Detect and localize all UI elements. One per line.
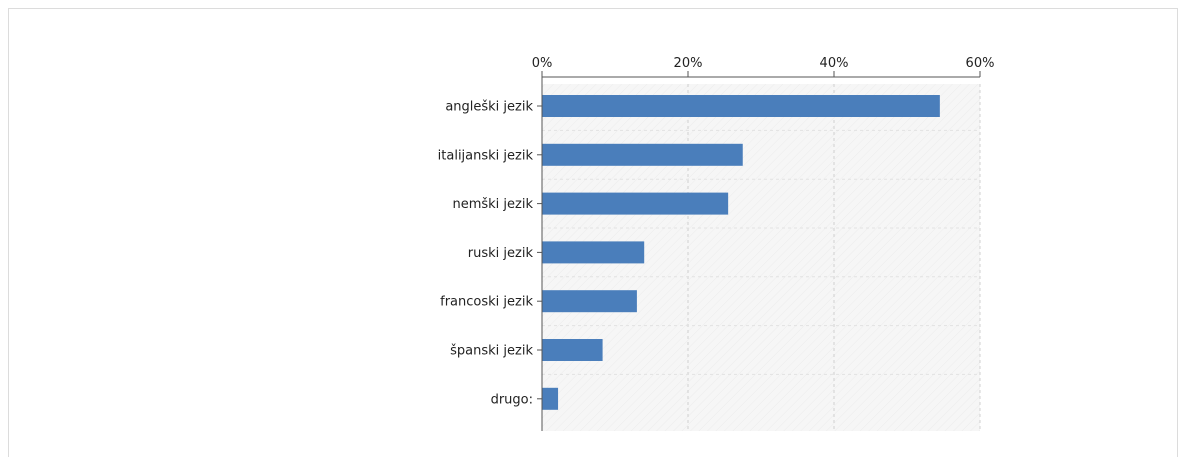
bar-3: [542, 241, 645, 264]
bar-6: [542, 387, 559, 410]
category-label: angleški jezik: [445, 100, 533, 115]
category-label: ruski jezik: [468, 246, 534, 261]
bar-1: [542, 143, 743, 166]
x-tick-label: 0%: [532, 56, 553, 71]
category-label: drugo:: [491, 392, 533, 407]
x-tick-label: 20%: [674, 56, 703, 71]
bar-4: [542, 290, 637, 313]
bar-2: [542, 192, 729, 215]
category-label: italijanski jezik: [438, 148, 534, 163]
category-label: španski jezik: [450, 344, 533, 359]
x-tick-label: 60%: [966, 56, 995, 71]
chart-panel: 0% 20% 40% 60% angleški jezik italijanski jez…: [8, 8, 1178, 457]
x-tick-label: 40%: [820, 56, 849, 71]
bar-5: [542, 339, 603, 361]
bar-0: [542, 95, 940, 117]
category-label: nemški jezik: [452, 197, 533, 212]
category-label: francoski jezik: [440, 295, 533, 310]
bar-chart: 0% 20% 40% 60% angleški jezik italijanski jez…: [438, 56, 995, 431]
